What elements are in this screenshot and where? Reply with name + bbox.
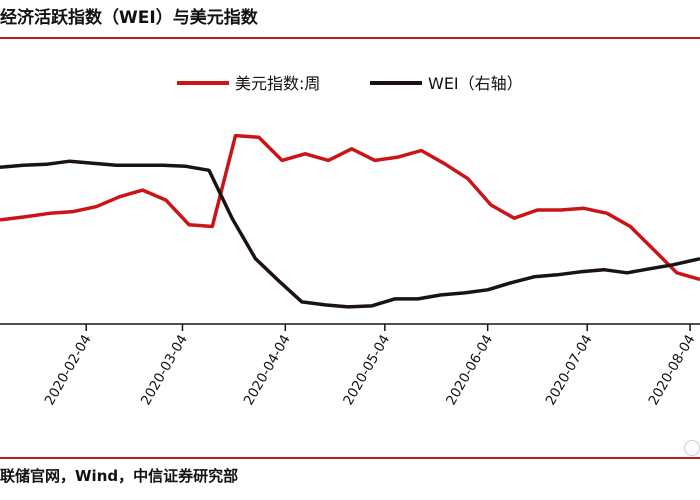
series-line-usd-index	[0, 133, 700, 282]
legend-label-wei: WEI（右轴）	[428, 74, 523, 93]
source-note: 联储官网，Wind，中信证券研究部	[0, 467, 239, 485]
x-axis-tick-labels: 2020-02-04 2020-03-04 2020-04-04 2020-05-04…	[42, 332, 699, 408]
x-tick-label: 2020-04-04	[241, 332, 294, 408]
x-tick-label: 2020-07-04	[543, 332, 596, 408]
x-tick-label: 2020-08-04	[645, 332, 698, 408]
chart-title: 经济活跃指数（WEI）与美元指数	[0, 8, 258, 28]
x-tick-label: 2020-06-04	[443, 332, 496, 408]
x-axis-ticks	[85, 324, 691, 331]
series-lines	[0, 133, 700, 309]
x-tick-label: 2020-02-04	[42, 332, 95, 408]
legend: 美元指数:周 WEI（右轴）	[177, 74, 523, 93]
source-divider	[0, 457, 700, 459]
watermark-icon	[684, 440, 700, 456]
x-tick-label: 2020-05-04	[340, 332, 393, 408]
legend-label-usd-index: 美元指数:周	[235, 74, 320, 93]
series-line-wei	[0, 159, 700, 309]
title-divider	[0, 37, 700, 39]
x-tick-label: 2020-03-04	[138, 332, 191, 408]
